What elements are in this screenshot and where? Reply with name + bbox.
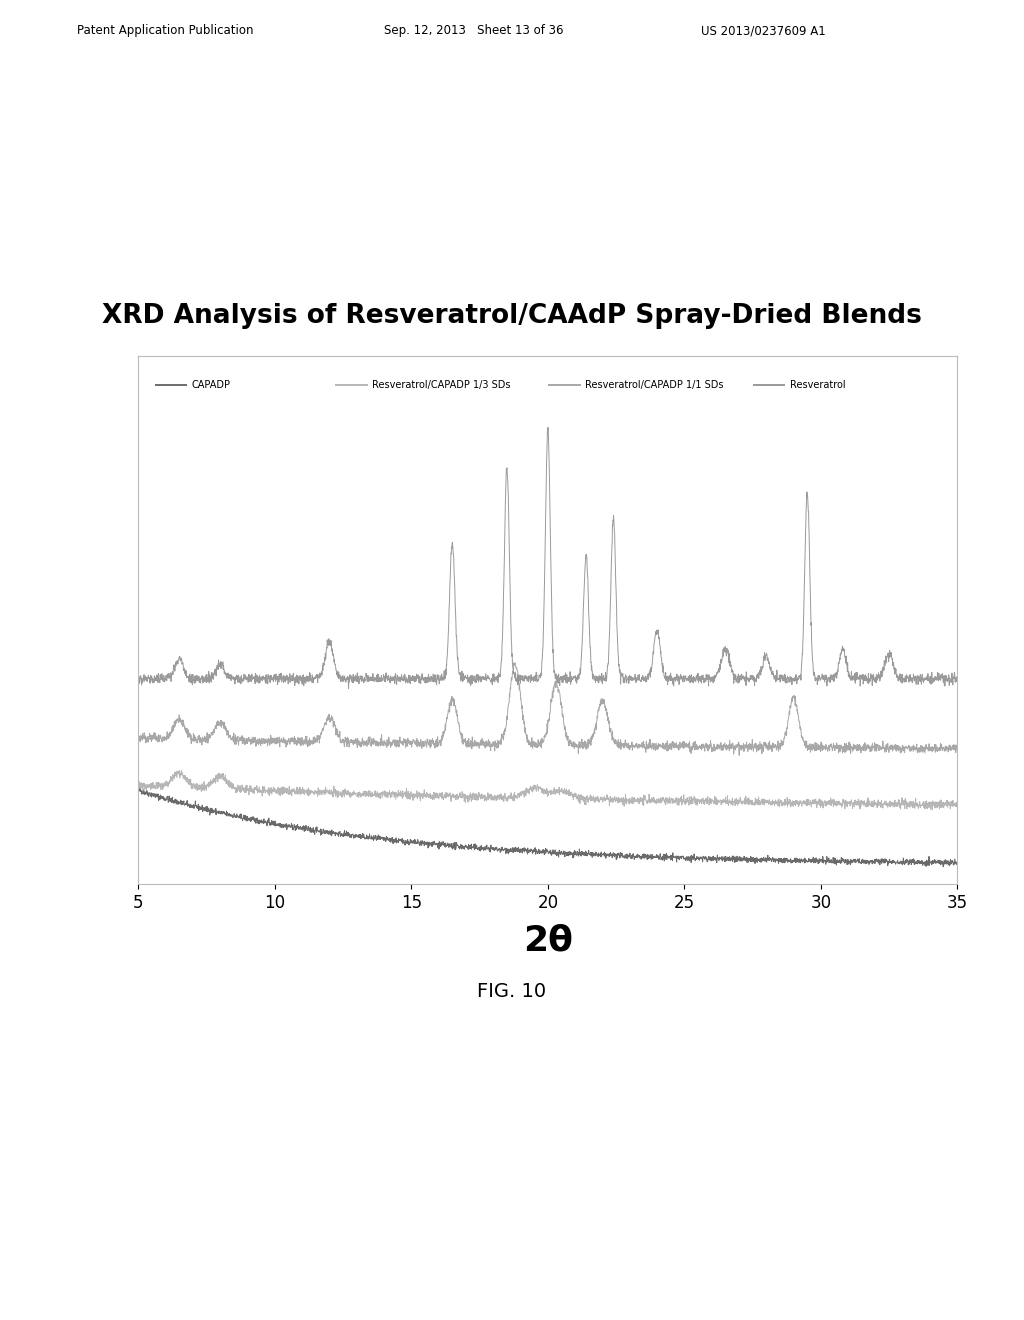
Text: US 2013/0237609 A1: US 2013/0237609 A1 bbox=[701, 24, 826, 37]
X-axis label: 2θ: 2θ bbox=[523, 923, 572, 957]
Text: Resveratrol/CAPADP 1/1 SDs: Resveratrol/CAPADP 1/1 SDs bbox=[585, 380, 723, 391]
Text: Patent Application Publication: Patent Application Publication bbox=[77, 24, 253, 37]
Text: FIG. 10: FIG. 10 bbox=[477, 982, 547, 1001]
Text: Resveratrol: Resveratrol bbox=[790, 380, 845, 391]
Text: Sep. 12, 2013   Sheet 13 of 36: Sep. 12, 2013 Sheet 13 of 36 bbox=[384, 24, 563, 37]
Text: XRD Analysis of Resveratrol/CAAdP Spray-Dried Blends: XRD Analysis of Resveratrol/CAAdP Spray-… bbox=[102, 304, 922, 330]
Text: Resveratrol/CAPADP 1/3 SDs: Resveratrol/CAPADP 1/3 SDs bbox=[372, 380, 510, 391]
Text: CAPADP: CAPADP bbox=[191, 380, 230, 391]
